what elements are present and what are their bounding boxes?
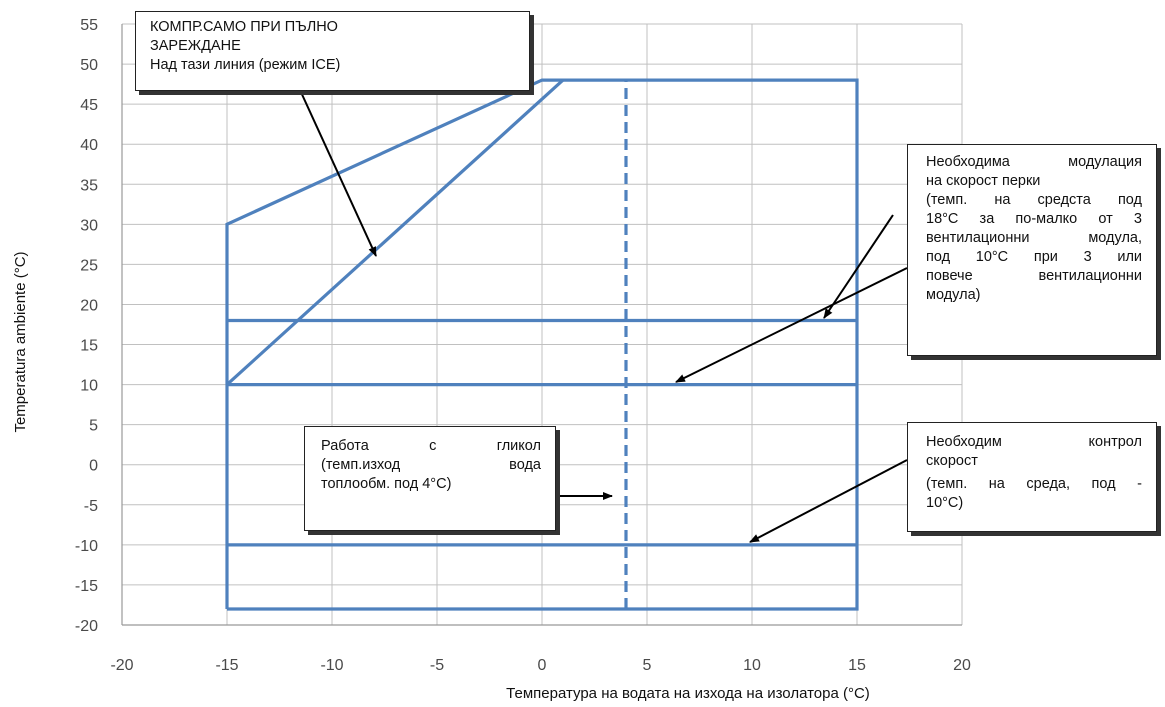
note-ice-word-1: КОМПР.САМО <box>150 19 247 35</box>
series-ice-mode-limit <box>225 78 565 386</box>
x-tick-label-0: -20 <box>110 657 133 674</box>
annotation-arrows <box>299 89 908 543</box>
note-fan-line-1: Необходима модулация <box>926 154 1142 170</box>
note-speed-line-3: (темп. на среда, под - <box>926 476 1142 492</box>
note-ice-mode: КОМПР.САМО ПРИ ПЪЛНО ЗАРЕЖДАНЕ Над тази … <box>135 11 530 91</box>
tick-labels: -20 -15 -10 -5 0 5 10 15 20555045403530252015105… <box>75 17 971 674</box>
grid <box>121 23 963 626</box>
note-fan-line-7: повече вентилационни <box>926 268 1142 284</box>
y-tick-label-4: 35 <box>80 177 98 194</box>
y-tick-label-13: -10 <box>75 538 98 555</box>
arrow-speed <box>749 459 908 543</box>
note-fan-modulation: Необходима модулация на скорост перки (т… <box>907 144 1157 356</box>
y-axis-title: Temperatura ambiente (°C) <box>12 251 29 432</box>
y-tick-label-2: 45 <box>80 97 98 114</box>
y-tick-label-7: 20 <box>80 297 98 314</box>
series-envelope-outline <box>225 78 859 611</box>
note-fan-line-5: вентилационни модула, <box>926 230 1142 246</box>
note-fan-line-4: 18°C за по-малко от 3 <box>926 211 1142 227</box>
arrow-fan-1 <box>823 214 894 319</box>
y-tick-label-6: 25 <box>80 257 98 274</box>
note-ice-line-3: Над тази линия (режим ICE) <box>150 57 341 73</box>
x-tick-label-2: -10 <box>320 657 343 674</box>
note-glycol-line-1: Работа с гликол <box>321 438 541 454</box>
y-tick-label-3: 40 <box>80 137 98 154</box>
y-tick-label-11: 0 <box>89 458 98 475</box>
note-glycol: Работа с гликол (темп.изход вода топлооб… <box>304 426 556 531</box>
arrow-fan-2 <box>675 267 908 383</box>
x-tick-label-6: 10 <box>743 657 761 674</box>
note-fan-line-6: под 10°C при 3 или <box>926 249 1142 265</box>
note-fan-line-3: (темп. на средста под <box>926 192 1142 208</box>
note-fan-line-2: на скорост перки <box>926 173 1041 189</box>
x-tick-label-3: -5 <box>430 657 444 674</box>
note-ice-line-1: КОМПР.САМО ПРИ ПЪЛНО <box>150 18 515 37</box>
x-tick-label-1: -15 <box>215 657 238 674</box>
arrow-ice <box>299 89 377 257</box>
note-speed-line-2: скорост <box>926 453 978 469</box>
note-speed-control: Необходим контрол скорост (темп. на сред… <box>907 422 1157 532</box>
y-tick-label-10: 5 <box>89 418 98 435</box>
note-ice-line-2: ЗАРЕЖДАНЕ <box>150 38 241 54</box>
note-fan-line-8: модула) <box>926 287 981 303</box>
note-ice-word-2: ПРИ <box>250 19 281 35</box>
x-tick-label-5: 5 <box>643 657 652 674</box>
note-speed-line-1: Необходим контрол <box>926 434 1142 450</box>
y-tick-label-12: -5 <box>84 498 98 515</box>
x-tick-label-8: 20 <box>953 657 971 674</box>
y-tick-label-15: -20 <box>75 618 98 635</box>
note-glycol-line-3: топлообм. под 4°C) <box>321 476 452 492</box>
note-speed-line-4: 10°C) <box>926 495 964 511</box>
series-group <box>225 78 859 611</box>
y-tick-label-14: -15 <box>75 578 98 595</box>
y-tick-label-5: 30 <box>80 217 98 234</box>
y-tick-label-0: 55 <box>80 17 98 34</box>
note-glycol-line-2: (темп.изход вода <box>321 457 541 473</box>
x-axis-title: Температура на водата на изхода на изола… <box>506 685 870 702</box>
y-tick-label-9: 10 <box>80 378 98 395</box>
x-tick-label-7: 15 <box>848 657 866 674</box>
y-tick-label-1: 50 <box>80 57 98 74</box>
y-tick-label-8: 15 <box>80 338 98 355</box>
note-ice-word-3: ПЪЛНО <box>284 19 338 35</box>
x-tick-label-4: 0 <box>538 657 547 674</box>
